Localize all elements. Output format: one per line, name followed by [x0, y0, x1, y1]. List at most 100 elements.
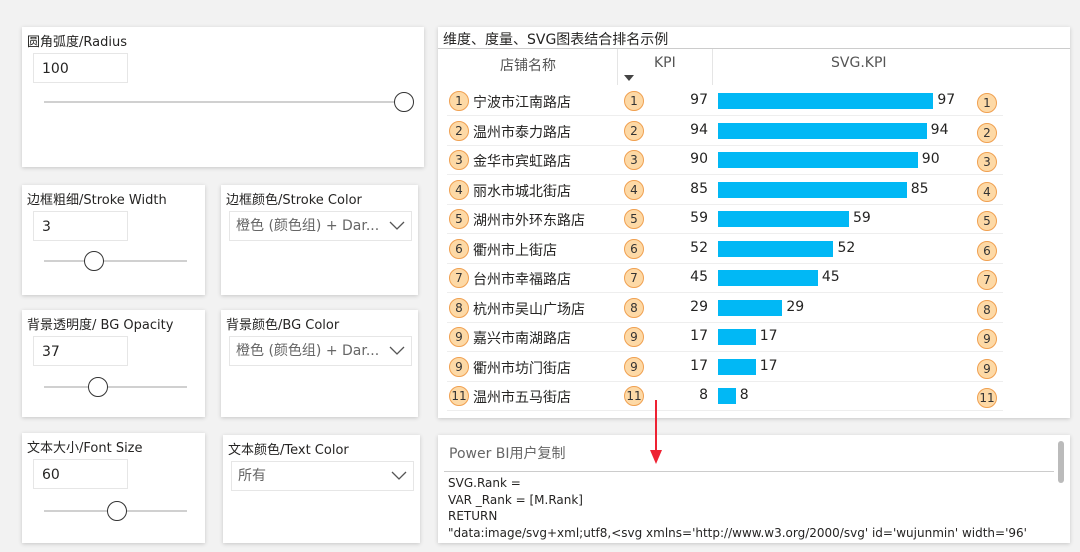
rank-badge: 7	[449, 268, 469, 288]
dropdown-stroke-color[interactable]: 边框颜色/Stroke Color 橙色 (颜色组) + Dar...	[221, 185, 418, 295]
code-line: SVG.Rank =	[448, 476, 521, 490]
kpi-value: 85	[690, 180, 708, 197]
slider-knob[interactable]	[88, 377, 108, 397]
code-line: RETURN	[448, 509, 498, 523]
dropdown-title: 文本颜色/Text Color	[228, 443, 349, 458]
slicer-input[interactable]: 100	[33, 53, 128, 83]
slicer-radius[interactable]: 圆角弧度/Radius 100	[22, 27, 424, 167]
kpi-bar	[718, 299, 783, 316]
slider-knob[interactable]	[84, 251, 104, 271]
store-name: 衢州市上街店	[473, 242, 557, 259]
header-divider	[617, 49, 618, 85]
rank-badge: 3	[624, 150, 644, 170]
dropdown[interactable]: 所有	[231, 461, 414, 491]
rank-badge: 6	[624, 238, 644, 259]
bar-label: 17	[759, 357, 778, 374]
kpi-value: 45	[690, 269, 708, 285]
rank-badge: 11	[624, 386, 644, 406]
rank-badge: 6	[449, 238, 469, 259]
kpi-value: 97	[690, 92, 708, 108]
row-rule	[447, 203, 1003, 205]
dropdown-value: 所有	[238, 468, 266, 484]
slider-knob[interactable]	[107, 501, 127, 521]
rank-badge: 9	[449, 356, 469, 377]
kpi-bar	[718, 388, 736, 404]
slicer-title: 文本大小/Font Size	[27, 441, 143, 456]
slicer-input[interactable]: 60	[33, 459, 128, 489]
rank-badge: 6	[977, 240, 997, 261]
slider-track	[44, 101, 404, 103]
column-header[interactable]: KPI	[654, 55, 676, 71]
dropdown-bg-color[interactable]: 背景颜色/BG Color 橙色 (颜色组) + Dar...	[221, 310, 418, 417]
kpi-value: 17	[690, 357, 708, 374]
title-rule	[438, 48, 1070, 49]
row-rule	[447, 410, 1003, 411]
dropdown-title: 边框颜色/Stroke Color	[226, 193, 362, 208]
kpi-value: 90	[690, 151, 708, 167]
rank-badge: 5	[449, 209, 469, 229]
store-name: 湖州市外环东路店	[473, 213, 585, 229]
row-rule	[447, 115, 1003, 116]
rank-badge: 9	[449, 327, 469, 347]
slicer-bg-opacity[interactable]: 背景透明度/ BG Opacity 37	[22, 310, 205, 417]
kpi-value: 29	[690, 298, 708, 315]
rank-badge: 8	[624, 297, 644, 318]
kpi-bar	[718, 211, 849, 227]
row-rule	[447, 292, 1003, 293]
slicer-stroke-width[interactable]: 边框粗细/Stroke Width 3	[22, 185, 205, 295]
chevron	[389, 221, 405, 230]
bar-label: 52	[837, 239, 856, 256]
slicer-input[interactable]: 3	[33, 211, 128, 241]
rank-badge: 2	[977, 122, 997, 143]
bar-label: 8	[739, 387, 749, 403]
rank-badge: 9	[977, 358, 997, 379]
dropdown-value: 橙色 (颜色组) + Dar...	[236, 343, 380, 359]
row-rule	[447, 174, 1003, 175]
rank-badge: 11	[449, 386, 469, 406]
rank-badge: 9	[977, 329, 997, 349]
rank-badge: 8	[977, 299, 997, 320]
bar-label: 97	[937, 92, 956, 108]
rank-badge: 4	[624, 179, 644, 200]
rank-badge: 8	[449, 297, 469, 318]
code-line: "data:image/svg+xml;utf8,<svg xmlns='htt…	[448, 525, 1027, 540]
column-header[interactable]: 店铺名称	[500, 58, 556, 74]
store-name: 衢州市坊门街店	[473, 360, 571, 377]
dropdown[interactable]: 橙色 (颜色组) + Dar...	[229, 211, 412, 241]
red-arrow	[650, 400, 662, 464]
kpi-value: 94	[690, 121, 708, 138]
store-name: 温州市泰力路店	[473, 124, 571, 141]
store-name: 丽水市城北街店	[473, 183, 571, 200]
rank-badge: 7	[624, 268, 644, 288]
slider-track	[44, 386, 187, 388]
slicer-title: 边框粗细/Stroke Width	[27, 193, 167, 208]
rank-badge: 2	[449, 120, 469, 141]
dropdown[interactable]: 橙色 (颜色组) + Dar...	[229, 336, 412, 366]
store-name: 台州市幸福路店	[473, 272, 571, 288]
scrollbar[interactable]	[1058, 441, 1064, 483]
rank-badge: 4	[449, 179, 469, 200]
code-title: Power BI用户复制	[449, 446, 566, 462]
row-rule	[447, 262, 1003, 264]
rank-badge: 7	[977, 270, 997, 290]
column-header[interactable]: SVG.KPI	[831, 55, 887, 71]
bar-label: 59	[852, 210, 871, 226]
kpi-value: 17	[690, 328, 708, 344]
slider-knob[interactable]	[394, 92, 414, 112]
table-title: 维度、度量、SVG图表结合排名示例	[443, 32, 669, 48]
rank-badge: 4	[977, 181, 997, 202]
store-name: 嘉兴市南湖路店	[473, 331, 571, 347]
sort-arrow[interactable]	[624, 75, 634, 81]
kpi-bar	[718, 93, 934, 109]
table-visual: 维度、度量、SVG图表结合排名示例 店铺名称 KPI SVG.KPI 1 宁波市江…	[438, 27, 1070, 418]
bar-label: 90	[921, 151, 940, 167]
code-rule	[444, 471, 1054, 472]
code-visual: Power BI用户复制 SVG.Rank = VAR _Rank = [M.Ra…	[438, 435, 1070, 543]
kpi-bar	[718, 270, 818, 286]
slicer-font-size[interactable]: 文本大小/Font Size 60	[22, 433, 205, 543]
slicer-input[interactable]: 37	[33, 336, 128, 366]
kpi-bar	[718, 152, 918, 168]
dropdown-text-color[interactable]: 文本颜色/Text Color 所有	[223, 435, 420, 543]
chevron	[391, 471, 407, 480]
